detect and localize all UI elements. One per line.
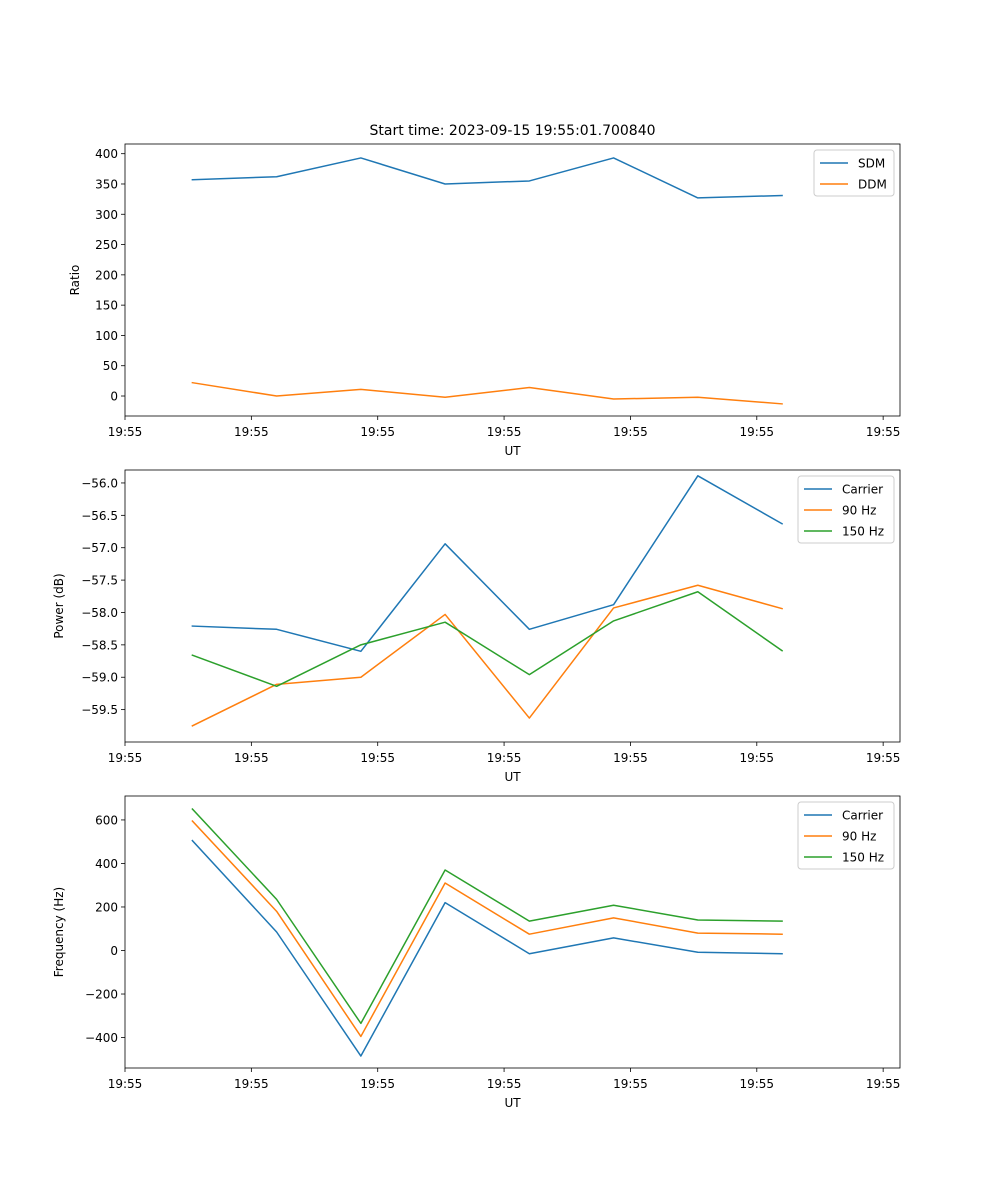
x-tick-label: 19:55	[234, 751, 269, 765]
y-tick-label: 200	[95, 900, 118, 914]
x-tick-label: 19:55	[108, 425, 143, 439]
x-tick-label: 19:55	[739, 1077, 774, 1091]
legend: Carrier 90 Hz 150 Hz	[797, 475, 895, 544]
y-tick-label: 350	[95, 177, 118, 191]
x-axis-label: UT	[504, 770, 521, 784]
x-axis-label: UT	[504, 1096, 521, 1110]
series-line-carrier	[191, 475, 784, 653]
axes-frame	[124, 143, 901, 417]
y-tick-label: −57.0	[81, 541, 118, 555]
x-tick-label: 19:55	[234, 425, 269, 439]
series-line-90-hz	[191, 584, 783, 727]
legend-entry: DDM	[858, 178, 887, 192]
legend-entry: Carrier	[842, 483, 883, 497]
y-tick-label: −59.0	[81, 671, 118, 685]
legend-entry: SDM	[858, 157, 885, 171]
y-tick-label: 100	[95, 329, 118, 343]
x-tick-label: 19:55	[866, 1077, 901, 1091]
y-tick-label: −400	[85, 1031, 118, 1045]
x-axis-label: UT	[504, 444, 521, 458]
legend-entry: 90 Hz	[842, 504, 876, 518]
y-tick-label: −56.0	[81, 476, 118, 490]
series-line-ddm	[191, 381, 783, 405]
x-tick-label: 19:55	[234, 1077, 269, 1091]
x-tick-label: 19:55	[739, 425, 774, 439]
x-tick-label: 19:55	[613, 751, 648, 765]
y-tick-label: −200	[85, 988, 118, 1002]
x-tick-label: 19:55	[108, 751, 143, 765]
subplot-1: 19:55 19:55 19:55 19:55 19:55 19:55 19:55 0 50 10…	[68, 143, 901, 458]
x-tick-label: 19:55	[360, 1077, 395, 1091]
x-tick-label: 19:55	[487, 425, 522, 439]
y-tick-label: −58.0	[81, 606, 118, 620]
x-tick-label: 19:55	[866, 751, 901, 765]
subplots: 19:55 19:55 19:55 19:55 19:55 19:55 19:55 0 50 10…	[52, 143, 901, 1110]
x-tick-label: 19:55	[487, 1077, 522, 1091]
subplot-3: 19:55 19:55 19:55 19:55 19:55 19:55 19:55 −400 −…	[52, 795, 901, 1110]
x-tick-label: 19:55	[866, 425, 901, 439]
y-tick-label: −58.5	[81, 638, 118, 652]
y-axis-label: Frequency (Hz)	[52, 887, 66, 978]
axes-frame	[124, 469, 901, 743]
y-axis-label: Power (dB)	[52, 573, 66, 638]
y-tick-label: −57.5	[81, 574, 118, 588]
axes-frame	[124, 795, 901, 1069]
x-tick-label: 19:55	[487, 751, 522, 765]
y-tick-label: 150	[95, 299, 118, 313]
y-tick-label: 600	[95, 813, 118, 827]
y-tick-label: −56.5	[81, 509, 118, 523]
y-tick-label: 50	[103, 359, 118, 373]
x-tick-label: 19:55	[739, 751, 774, 765]
y-tick-label: −59.5	[81, 703, 118, 717]
series-line-sdm	[191, 157, 783, 199]
legend-entry: 90 Hz	[842, 830, 876, 844]
figure-title: Start time: 2023-09-15 19:55:01.700840	[369, 123, 655, 139]
legend-box	[797, 801, 895, 870]
series-line-carrier	[191, 839, 783, 1057]
y-tick-label: 200	[95, 268, 118, 282]
x-tick-label: 19:55	[360, 425, 395, 439]
legend: SDM DDM	[813, 149, 895, 197]
legend-box	[797, 475, 895, 544]
x-tick-label: 19:55	[613, 425, 648, 439]
series-line-150-hz	[191, 591, 784, 688]
legend-entry: 150 Hz	[842, 851, 884, 865]
x-tick-label: 19:55	[360, 751, 395, 765]
y-tick-label: 400	[95, 857, 118, 871]
legend-entry: 150 Hz	[842, 525, 884, 539]
subplot-2: 19:55 19:55 19:55 19:55 19:55 19:55 19:55 −59.5…	[52, 469, 901, 784]
legend-entry: Carrier	[842, 809, 883, 823]
legend: Carrier 90 Hz 150 Hz	[797, 801, 895, 870]
y-tick-label: 0	[110, 944, 118, 958]
y-tick-label: 400	[95, 147, 118, 161]
y-tick-label: 300	[95, 208, 118, 222]
series-line-150-hz	[191, 807, 783, 1025]
series-line-90-hz	[191, 819, 783, 1038]
x-tick-label: 19:55	[613, 1077, 648, 1091]
y-tick-label: 0	[110, 390, 118, 404]
x-tick-label: 19:55	[108, 1077, 143, 1091]
y-tick-label: 250	[95, 238, 118, 252]
y-axis-label: Ratio	[68, 265, 82, 296]
